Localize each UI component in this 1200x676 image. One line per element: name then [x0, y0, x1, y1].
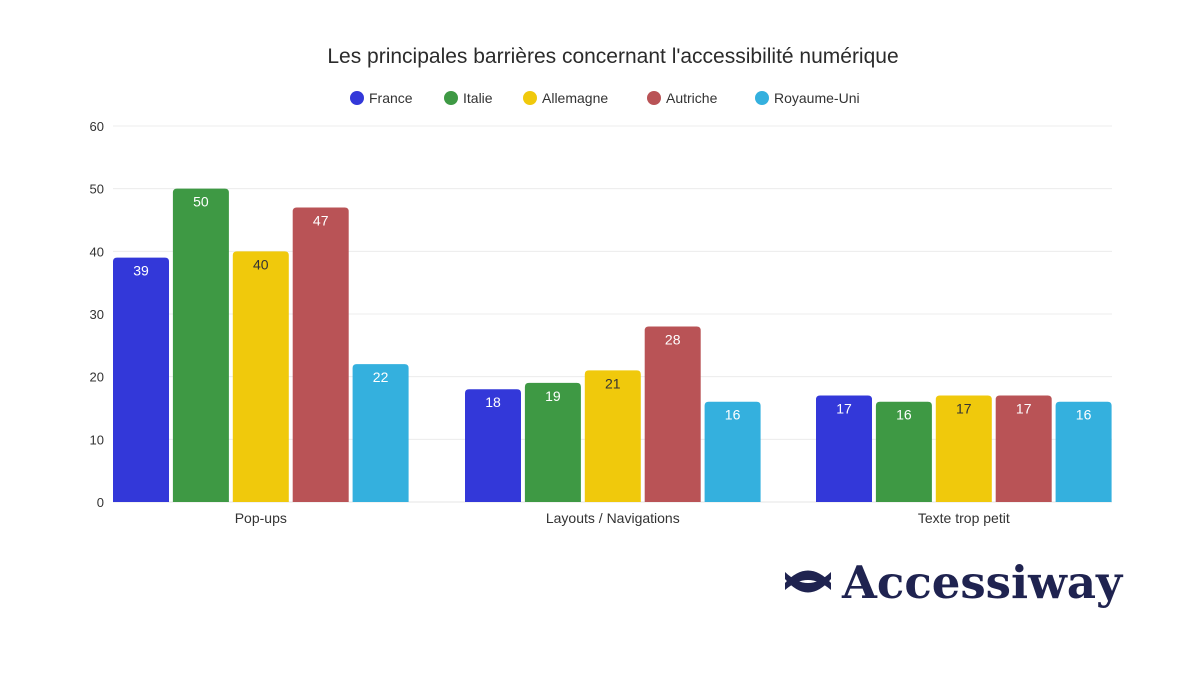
accessiway-logo-icon — [785, 570, 831, 593]
category-label: Layouts / Navigations — [546, 510, 680, 526]
legend-swatch — [444, 91, 458, 105]
y-tick-label: 10 — [90, 432, 104, 447]
legend-label: Allemagne — [542, 90, 608, 106]
bar-value-label: 39 — [133, 263, 149, 279]
x-axis: Pop-ups Layouts / Navigations Texte trop p… — [235, 510, 1010, 526]
legend-label: Royaume-Uni — [774, 90, 860, 106]
brand-name: Accessiway — [841, 556, 1124, 609]
category-label: Texte trop petit — [918, 510, 1010, 526]
bar — [704, 401, 761, 502]
bar-value-label: 17 — [1016, 400, 1032, 416]
legend-item: Royaume-Uni — [755, 90, 860, 106]
bar — [172, 188, 229, 502]
legend-item: Italie — [444, 90, 493, 106]
y-tick-label: 50 — [90, 182, 104, 197]
legend-item: Autriche — [647, 90, 718, 106]
category-label: Pop-ups — [235, 510, 287, 526]
bar-value-label: 17 — [956, 400, 972, 416]
legend-item: France — [350, 90, 413, 106]
bar — [232, 251, 289, 502]
y-tick-label: 40 — [90, 244, 104, 259]
bar-value-label: 16 — [725, 407, 741, 423]
bar-group: 18 19 21 28 16 — [465, 326, 761, 502]
bar-value-label: 21 — [605, 375, 621, 391]
bar — [292, 207, 349, 502]
bar-value-label: 28 — [665, 332, 681, 348]
bar — [352, 364, 409, 502]
y-tick-label: 20 — [90, 370, 104, 385]
y-tick-label: 30 — [90, 307, 104, 322]
bar — [816, 395, 872, 502]
bar — [584, 370, 641, 502]
bar — [465, 389, 521, 502]
bar-value-label: 16 — [1076, 407, 1092, 423]
bar — [113, 257, 169, 502]
legend-swatch — [647, 91, 661, 105]
bar-value-label: 17 — [836, 400, 852, 416]
bar-value-label: 50 — [193, 194, 209, 210]
bar-group: 39 50 40 47 22 — [113, 188, 409, 502]
brand-logo: Accessiway — [785, 556, 1124, 609]
legend-label: Autriche — [666, 90, 718, 106]
chart-bars: 39 50 40 47 22 18 19 21 28 16 17 16 17 17 16 — [113, 188, 1112, 502]
bar — [1055, 401, 1112, 502]
legend-label: Italie — [463, 90, 493, 106]
y-tick-label: 0 — [97, 495, 104, 510]
legend-label: France — [369, 90, 413, 106]
bar-value-label: 40 — [253, 256, 269, 272]
legend-item: Allemagne — [523, 90, 608, 106]
legend-swatch — [755, 91, 769, 105]
y-axis: 0 10 20 30 40 50 60 — [90, 119, 104, 510]
bar — [524, 382, 581, 502]
bar — [875, 401, 932, 502]
bar — [935, 395, 992, 502]
chart-legend: France Italie Allemagne Autriche Royaume-Uni — [350, 90, 860, 106]
bar-value-label: 19 — [545, 388, 561, 404]
bar-group: 17 16 17 17 16 — [816, 395, 1112, 502]
legend-swatch — [523, 91, 537, 105]
bar-value-label: 16 — [896, 407, 912, 423]
bar-value-label: 22 — [373, 369, 389, 385]
y-tick-label: 60 — [90, 119, 104, 134]
bar-value-label: 18 — [485, 394, 501, 410]
bar — [644, 326, 701, 502]
bar — [995, 395, 1052, 502]
bar-value-label: 47 — [313, 212, 329, 228]
legend-swatch — [350, 91, 364, 105]
chart-title: Les principales barrières concernant l'a… — [327, 45, 898, 68]
